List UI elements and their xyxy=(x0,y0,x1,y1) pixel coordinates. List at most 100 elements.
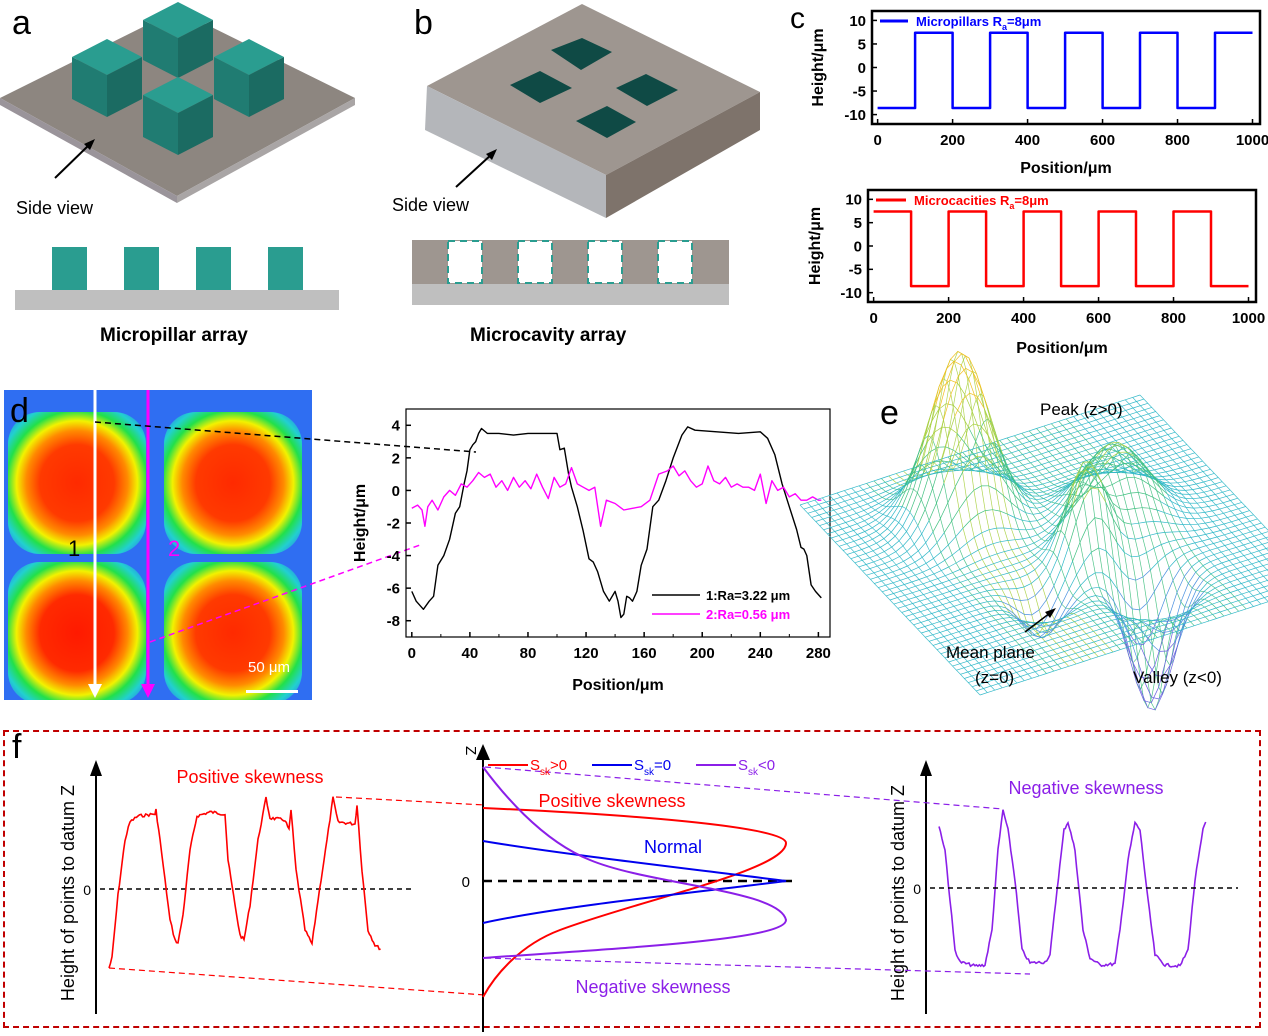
mesh-segment xyxy=(1201,610,1209,614)
mesh-segment xyxy=(1192,487,1201,490)
mesh-segment xyxy=(989,651,998,655)
mesh-segment xyxy=(1094,465,1102,469)
mesh-segment xyxy=(1108,500,1117,516)
mesh-segment xyxy=(1249,599,1258,603)
mesh-segment xyxy=(948,577,957,581)
mesh-segment xyxy=(871,512,880,518)
mesh-segment xyxy=(968,679,976,683)
mesh-segment xyxy=(903,556,912,562)
mesh-segment xyxy=(1166,642,1175,652)
connector-line xyxy=(335,796,486,806)
mesh-segment xyxy=(1258,558,1267,562)
mesh-segment xyxy=(1015,637,1023,641)
mesh-segment xyxy=(857,542,866,546)
mesh-segment xyxy=(1192,598,1201,608)
mesh-segment xyxy=(1192,497,1201,500)
mesh-segment xyxy=(1220,538,1229,542)
mesh-segment xyxy=(1022,441,1030,445)
mesh-segment xyxy=(997,566,1005,570)
mesh-segment xyxy=(1053,530,1062,553)
mesh-segment xyxy=(949,588,958,592)
mesh-segment xyxy=(1019,545,1027,549)
mesh-segment xyxy=(1197,512,1205,514)
mesh-segment xyxy=(1023,563,1032,569)
mesh-segment xyxy=(1078,492,1087,499)
mesh-segment xyxy=(963,665,972,669)
mesh-segment xyxy=(1099,421,1108,425)
mesh-segment xyxy=(1130,492,1139,494)
mesh-segment xyxy=(892,476,901,481)
mesh-segment xyxy=(1093,455,1102,459)
mesh-segment xyxy=(959,660,968,665)
mesh-segment xyxy=(827,531,835,535)
mesh-segment xyxy=(1217,555,1226,560)
mesh-segment xyxy=(1101,647,1110,651)
mesh-segment xyxy=(1031,664,1039,668)
mesh-segment xyxy=(963,571,972,576)
x-axis-title: Position/μm xyxy=(572,677,664,694)
mesh-segment xyxy=(1192,590,1201,605)
mesh-segment xyxy=(960,413,969,428)
mesh-segment xyxy=(1053,473,1062,477)
mesh-segment xyxy=(1070,615,1078,619)
mesh-segment xyxy=(1151,696,1160,700)
mesh-segment xyxy=(1044,621,1052,624)
mesh-segment xyxy=(1059,634,1068,638)
mesh-segment xyxy=(855,489,864,493)
mesh-segment xyxy=(903,570,912,574)
mesh-segment xyxy=(980,611,988,615)
mesh-segment xyxy=(1083,551,1092,563)
mesh-segment xyxy=(923,602,932,606)
mesh-segment xyxy=(1105,457,1113,461)
mesh-segment xyxy=(865,561,874,565)
chart-microcavities: 0 200 400 600 800 10001050-5-10Position/μmHei… xyxy=(807,188,1265,357)
mesh-segment xyxy=(1055,629,1064,634)
mesh-segment xyxy=(1263,574,1268,577)
mesh-segment xyxy=(1154,467,1162,471)
mesh-segment xyxy=(1125,637,1134,663)
mesh-segment xyxy=(868,530,877,536)
mesh-segment xyxy=(984,625,993,630)
mesh-segment xyxy=(1025,445,1034,449)
mesh-segment xyxy=(1141,479,1150,485)
mesh-segment xyxy=(947,486,956,503)
mesh-segment xyxy=(999,473,1008,485)
mesh-segment xyxy=(1043,423,1052,427)
mesh-segment xyxy=(1213,551,1222,555)
mesh-segment xyxy=(1222,581,1231,586)
mesh-segment xyxy=(1097,489,1107,503)
mesh-segment xyxy=(963,466,972,471)
mesh-segment xyxy=(1025,512,1034,515)
mesh-segment xyxy=(924,613,932,617)
mesh-segment xyxy=(1058,488,1067,497)
mesh-segment xyxy=(872,522,880,529)
mesh-segment xyxy=(1141,424,1149,428)
mesh-segment xyxy=(923,411,933,440)
mesh-segment xyxy=(1088,595,1096,598)
mesh-segment xyxy=(1001,674,1010,678)
mesh-segment xyxy=(1253,603,1262,607)
mesh-segment xyxy=(1036,623,1044,627)
curve-title: Negative skewness xyxy=(1008,778,1163,798)
mesh-segment xyxy=(948,464,956,467)
mesh-segment xyxy=(1251,561,1260,565)
mesh-segment xyxy=(1065,416,1074,420)
mesh-segment xyxy=(912,590,920,594)
mesh-segment xyxy=(939,629,948,633)
mesh-segment xyxy=(959,565,968,570)
mesh-segment xyxy=(1125,397,1133,401)
mesh-segment xyxy=(1071,497,1079,506)
mesh-segment xyxy=(920,475,930,500)
side-view-arrow xyxy=(455,153,493,188)
cavity-back xyxy=(551,38,612,70)
mesh-segment xyxy=(1068,521,1077,547)
mesh-segment xyxy=(1206,543,1214,547)
mesh-segment xyxy=(967,669,976,673)
mesh-segment xyxy=(1140,413,1149,417)
mesh-segment xyxy=(1000,540,1008,543)
mesh-segment xyxy=(1110,401,1118,405)
mesh-segment xyxy=(1062,485,1071,496)
mesh-segment xyxy=(1186,615,1195,619)
mesh-segment xyxy=(1206,473,1215,477)
y-axis-title: Height of points to datum Z xyxy=(888,785,908,1001)
